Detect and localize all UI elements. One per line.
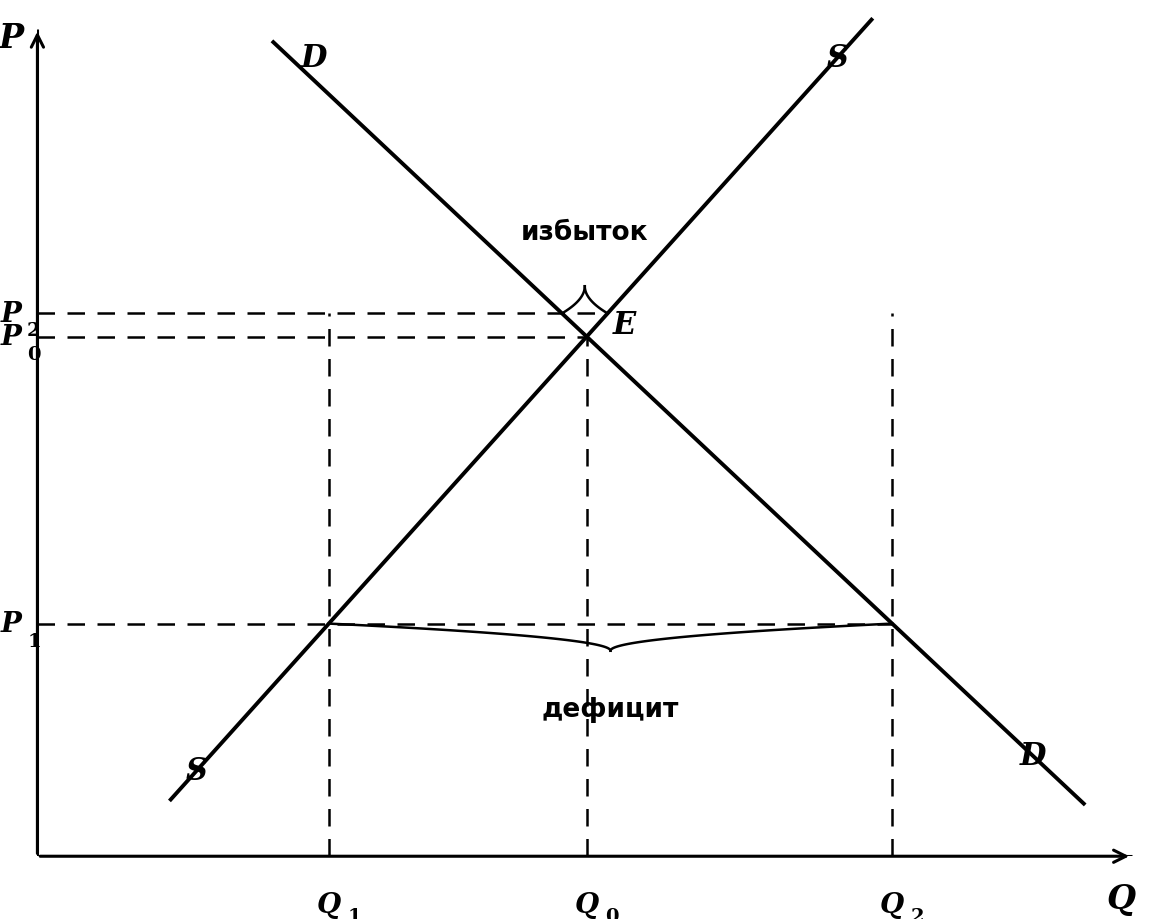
Text: 1: 1: [27, 632, 41, 650]
Text: P: P: [0, 22, 25, 55]
Text: Q: Q: [1106, 882, 1135, 915]
Text: избыток: избыток: [521, 220, 648, 245]
Text: D: D: [301, 43, 328, 74]
Text: Q: Q: [317, 891, 340, 918]
Text: Q: Q: [880, 891, 904, 918]
Text: Q: Q: [574, 891, 599, 918]
Text: E: E: [612, 310, 635, 341]
Text: 2: 2: [27, 322, 41, 340]
Text: 1: 1: [347, 907, 362, 919]
Text: 2: 2: [910, 907, 924, 919]
Text: 0: 0: [605, 907, 619, 919]
Text: S: S: [826, 43, 848, 74]
Text: дефицит: дефицит: [542, 696, 679, 722]
Text: P: P: [1, 610, 22, 638]
Text: P: P: [1, 301, 22, 327]
Text: P: P: [1, 323, 22, 351]
Text: 0: 0: [27, 346, 41, 363]
Text: S: S: [185, 755, 207, 787]
Text: D: D: [1019, 740, 1046, 771]
